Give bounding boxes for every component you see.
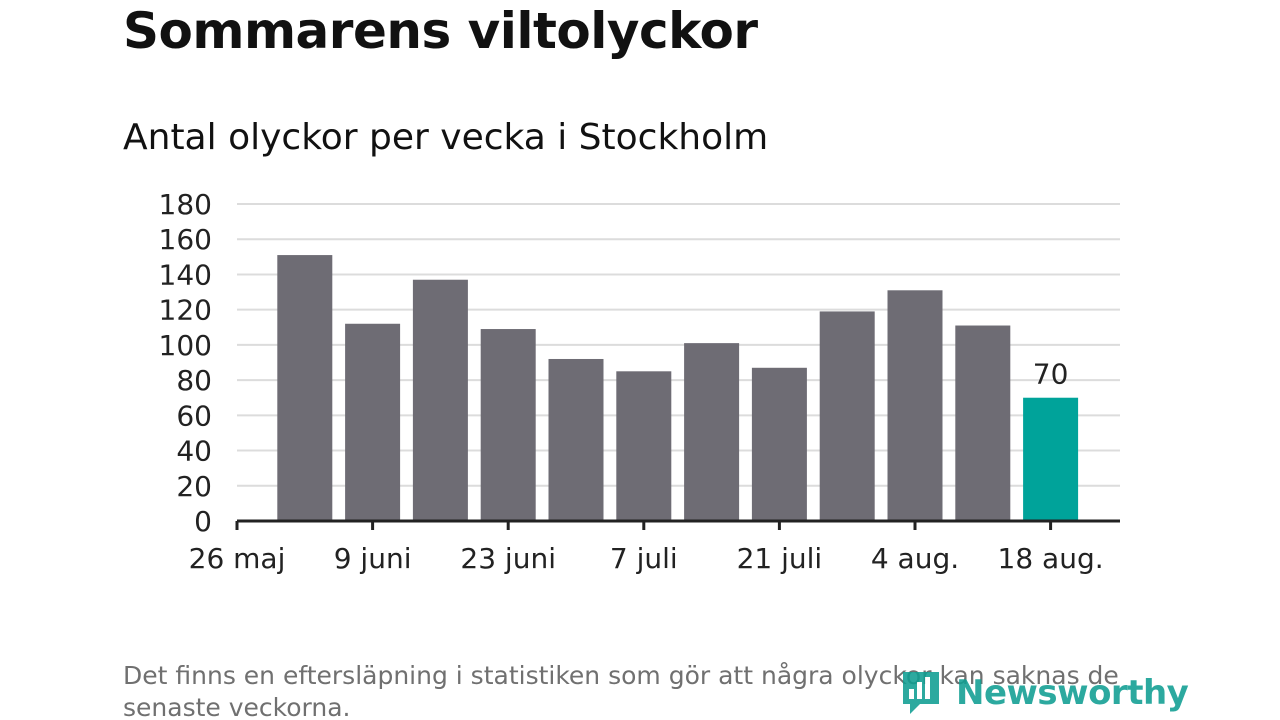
x-tick-label: 9 juni (334, 542, 412, 575)
bar (277, 255, 333, 522)
bar (955, 325, 1011, 521)
y-tick-label: 120 (159, 294, 212, 327)
bar-chart-speech-icon (903, 672, 939, 714)
bar (480, 329, 536, 521)
data-label: 70 (1033, 358, 1069, 391)
x-tick-label: 23 juni (460, 542, 556, 575)
bar (684, 343, 740, 521)
chart-title: Sommarens viltolyckor (123, 2, 758, 60)
bar-highlight (1023, 397, 1079, 521)
bar (887, 290, 943, 521)
y-tick-label: 20 (176, 470, 212, 503)
x-tick-label: 18 aug. (998, 542, 1104, 575)
newsworthy-logo[interactable]: Newsworthy (900, 668, 1189, 718)
y-tick-label: 40 (176, 435, 212, 468)
bar (345, 323, 401, 521)
bar (616, 371, 672, 521)
x-tick-label: 26 maj (189, 542, 286, 575)
bar (819, 311, 875, 521)
y-tick-label: 100 (159, 329, 212, 362)
chart-subtitle: Antal olyckor per vecka i Stockholm (123, 117, 769, 158)
bar (412, 279, 468, 521)
y-tick-label: 80 (176, 364, 212, 397)
logo-text: Newsworthy (956, 673, 1189, 713)
y-tick-label: 180 (159, 188, 212, 221)
bar (548, 358, 604, 521)
x-tick-label: 21 juli (737, 542, 823, 575)
y-tick-label: 0 (194, 505, 212, 538)
footnote: Det finns en eftersläpning i statistiken… (123, 661, 1119, 720)
x-tick-label: 7 juli (610, 542, 678, 575)
y-tick-label: 60 (176, 399, 212, 432)
y-tick-label: 140 (159, 258, 212, 291)
x-tick-label: 4 aug. (871, 542, 959, 575)
bar (751, 367, 807, 521)
y-tick-label: 160 (159, 223, 212, 256)
